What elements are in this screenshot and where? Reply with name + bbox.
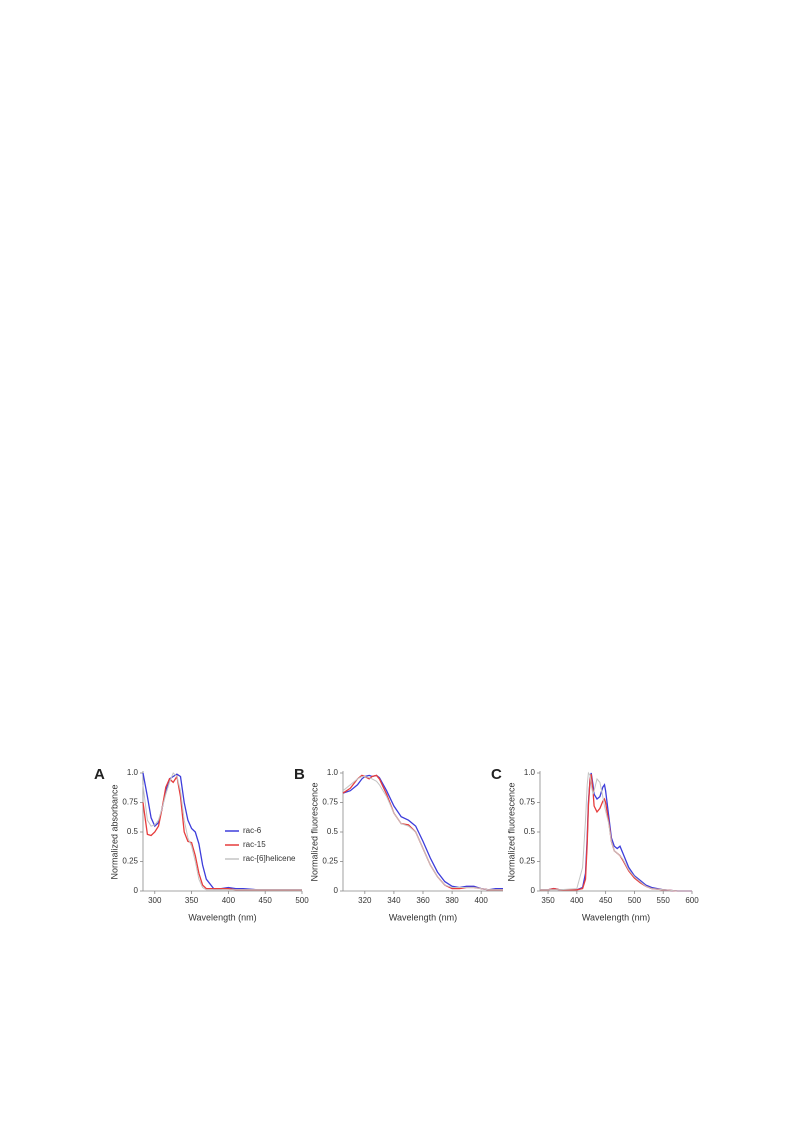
x-axis-label: Wavelength (nm): [389, 912, 457, 922]
series-line: [142, 774, 302, 891]
x-tick-label: 450: [259, 896, 273, 905]
series-line: [342, 774, 503, 891]
series-line: [142, 772, 302, 891]
y-tick-label: 0.75: [122, 798, 138, 807]
y-tick-label: 0.25: [322, 857, 338, 866]
y-tick-label: 1.0: [524, 768, 536, 777]
x-tick-label: 600: [685, 896, 699, 905]
y-tick-label: 0.25: [122, 857, 138, 866]
y-tick-label: 1.0: [327, 768, 339, 777]
legend-label: rac-6: [243, 826, 262, 835]
y-tick-label: 1.0: [127, 768, 139, 777]
series-line: [540, 774, 692, 892]
y-tick-label: 0.25: [519, 857, 535, 866]
x-tick-label: 350: [185, 896, 199, 905]
x-tick-label: 450: [599, 896, 613, 905]
x-tick-label: 500: [628, 896, 642, 905]
series-line: [540, 771, 692, 892]
legend-label: rac-15: [243, 840, 266, 849]
x-tick-label: 500: [295, 896, 309, 905]
x-tick-label: 400: [222, 896, 236, 905]
y-axis-label: Normalized fluorescence: [309, 782, 319, 881]
x-tick-label: 350: [541, 896, 555, 905]
y-tick-label: 0.5: [327, 827, 339, 836]
y-tick-label: 0: [134, 886, 139, 895]
panel-label: C: [491, 766, 502, 783]
x-tick-label: 400: [570, 896, 584, 905]
x-tick-label: 320: [358, 896, 372, 905]
y-axis-label: Normalized absorbance: [109, 784, 119, 879]
y-tick-label: 0.5: [524, 827, 536, 836]
y-tick-label: 0.75: [519, 798, 535, 807]
y-tick-label: 0: [531, 886, 536, 895]
series-line: [342, 774, 503, 891]
x-tick-label: 380: [445, 896, 459, 905]
panel-label: B: [294, 766, 305, 783]
x-axis-label: Wavelength (nm): [582, 912, 650, 922]
x-tick-label: 340: [387, 896, 401, 905]
y-axis-label: Normalized fluorescence: [506, 782, 516, 881]
x-axis-label: Wavelength (nm): [188, 912, 256, 922]
y-tick-label: 0.5: [127, 827, 139, 836]
y-tick-label: 0: [334, 886, 339, 895]
legend-label: rac-[6]helicene: [243, 854, 296, 863]
x-tick-label: 360: [416, 896, 430, 905]
y-tick-label: 0.75: [322, 798, 338, 807]
x-tick-label: 300: [148, 896, 162, 905]
series-line: [342, 776, 503, 891]
x-tick-label: 550: [657, 896, 671, 905]
series-line: [540, 772, 692, 892]
x-tick-label: 400: [475, 896, 489, 905]
panel-label: A: [94, 766, 105, 783]
